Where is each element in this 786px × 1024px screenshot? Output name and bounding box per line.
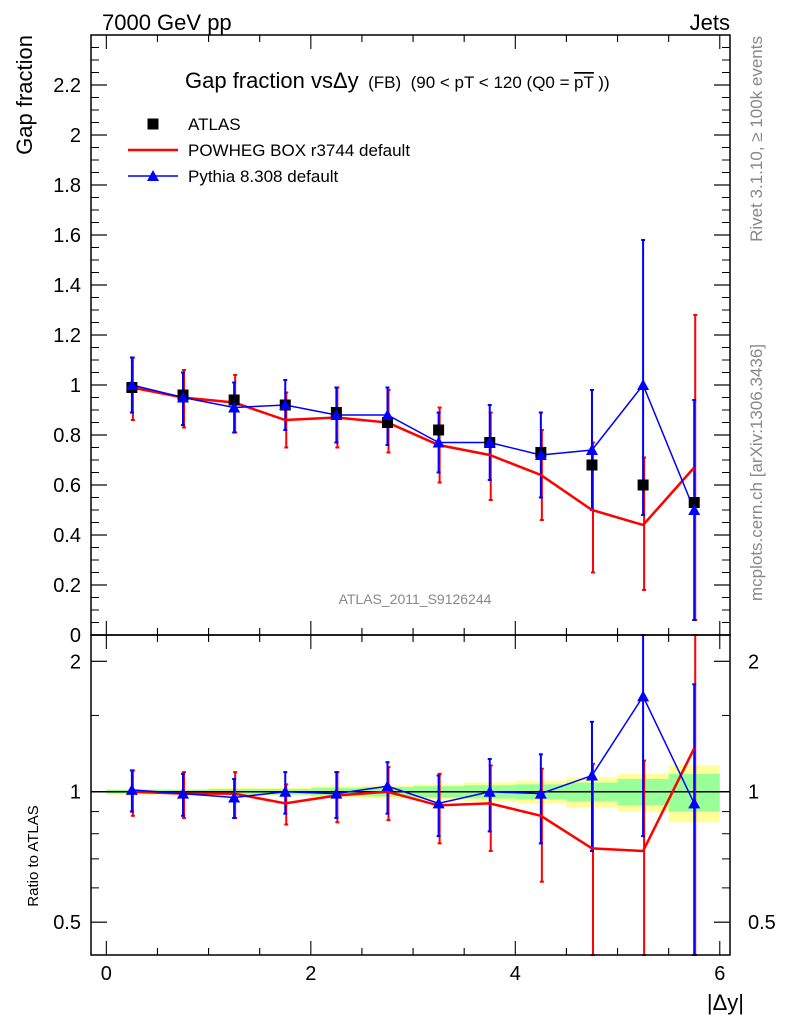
ratio-pythia-line xyxy=(131,694,695,805)
ratio-ytick-label-right: 1 xyxy=(748,782,759,804)
main-ytick-label: 1.2 xyxy=(53,325,81,347)
pythia-point xyxy=(177,391,190,403)
pythia-point xyxy=(432,436,445,448)
ratio-pythia-point xyxy=(177,787,190,799)
pythia-point xyxy=(279,399,292,410)
atlas-point xyxy=(586,459,598,471)
title-pt: pT xyxy=(574,73,594,92)
ratio-ylabel: Ratio to ATLAS xyxy=(25,805,42,906)
ratio-pythia-point xyxy=(585,769,598,781)
main-series xyxy=(125,239,701,621)
main-ylabel: Gap fraction xyxy=(12,35,37,155)
ratio-ytick-label-right: 0.5 xyxy=(748,912,776,934)
ratio-pythia-point xyxy=(125,783,138,795)
ratio-pythia-point xyxy=(381,780,394,792)
main-ytick-label: 0.4 xyxy=(53,525,81,547)
powheg-line xyxy=(131,386,696,527)
pythia-point xyxy=(381,409,394,420)
legend-powheg-label: POWHEG BOX r3744 default xyxy=(188,141,410,160)
ratio-plot-frame xyxy=(90,634,731,956)
ratio-ytick-label: 1 xyxy=(70,782,81,804)
main-ytick-label: 2 xyxy=(70,125,81,147)
ratio-pythia-point xyxy=(534,787,547,799)
pythia-line xyxy=(131,383,695,511)
x-axis-label: |Δy| xyxy=(707,990,744,1015)
ratio-ytick-label: 2 xyxy=(70,651,81,673)
pythia-point xyxy=(228,401,241,413)
legend: ATLAS POWHEG BOX r3744 default Pythia 8.30… xyxy=(128,115,410,186)
atlas-point xyxy=(637,479,649,491)
legend-atlas-marker xyxy=(147,118,159,130)
atlas-point xyxy=(228,394,240,406)
xtick-label: 4 xyxy=(510,963,521,985)
main-ytick-label: 2.2 xyxy=(53,75,81,97)
atlas-point xyxy=(433,424,445,436)
axes: 0 0.2 0.4 0.6 0.8 1 1.2 1.4 1.6 1.8 2 2.2 0 2 4 6 0.5 0.5… xyxy=(53,35,776,985)
rivet-label: Rivet 3.1.10, ≥ 100k events xyxy=(747,36,766,242)
title-range: (90 < pT < 120 (Q0 = xyxy=(411,73,570,92)
ratio-pythia-point xyxy=(228,791,241,803)
main-ytick-label: 0.6 xyxy=(53,475,81,497)
main-ytick-label: 1.8 xyxy=(53,175,81,197)
ratio-pythia-point xyxy=(330,787,343,799)
ratio-pythia-point xyxy=(688,797,701,809)
xtick-label: 2 xyxy=(305,963,316,985)
pythia-point xyxy=(637,379,650,390)
pythia-point xyxy=(688,504,701,515)
main-ytick-label: 1 xyxy=(70,375,81,397)
legend-pythia-label: Pythia 8.308 default xyxy=(188,167,339,186)
ratio-pythia-point xyxy=(432,797,445,809)
ratio-pythia-point xyxy=(279,785,292,797)
atlas-point xyxy=(381,417,393,428)
pythia-point xyxy=(585,444,598,455)
main-ytick-label: 0 xyxy=(70,625,81,647)
pythia-point xyxy=(125,379,138,390)
ratio-ytick-label: 0.5 xyxy=(53,912,81,934)
ratio-pythia-point xyxy=(637,690,650,702)
pythia-point xyxy=(330,409,343,420)
title-fb: (FB) xyxy=(368,73,401,92)
atlas-point xyxy=(688,497,700,508)
mcplots-label: mcplots.cern.ch [arXiv:1306.3436] xyxy=(747,344,766,601)
title-main: Gap fraction vsΔy xyxy=(185,68,359,93)
main-ytick-label: 1.4 xyxy=(53,275,81,297)
analysis-watermark: ATLAS_2011_S9126244 xyxy=(339,591,492,607)
main-plot-frame xyxy=(90,34,731,636)
pythia-point xyxy=(483,436,496,448)
main-ytick-label: 0.2 xyxy=(53,575,81,597)
ratio-series xyxy=(125,634,701,956)
main-ytick-label: 1.6 xyxy=(53,225,81,247)
xtick-label: 0 xyxy=(101,963,112,985)
chart-title: Gap fraction vsΔy (FB) (90 < pT < 120 (Q… xyxy=(185,68,610,93)
ratio-ytick-label-right: 2 xyxy=(748,651,759,673)
title-close: )) xyxy=(598,73,609,92)
xtick-label: 6 xyxy=(714,963,725,985)
legend-atlas-label: ATLAS xyxy=(188,115,241,134)
ratio-pythia-point xyxy=(483,785,496,797)
legend-pythia-marker xyxy=(147,170,159,181)
main-ytick-label: 0.8 xyxy=(53,425,81,447)
ratio-powheg-line xyxy=(131,747,696,853)
pythia-point xyxy=(534,449,547,460)
header-right: Jets xyxy=(690,10,730,35)
header-left: 7000 GeV pp xyxy=(102,10,232,35)
